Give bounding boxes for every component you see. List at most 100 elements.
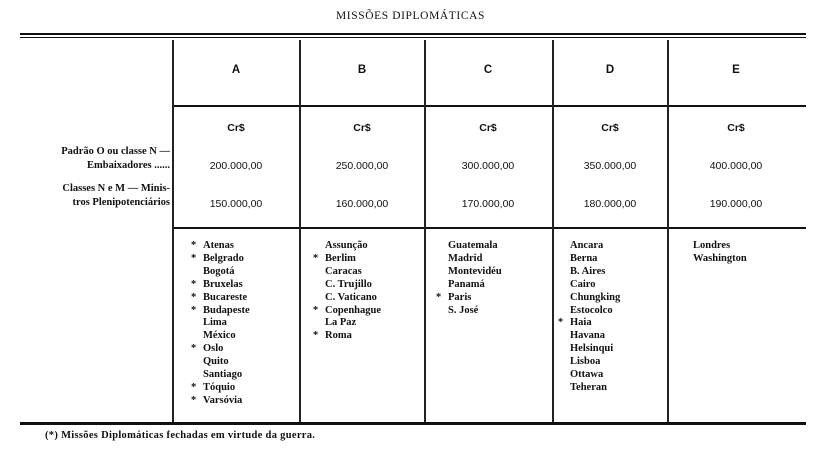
post-name: Haia [570, 317, 592, 329]
row-label-line: tros Plenipotenciários [72, 196, 170, 208]
closed-marker: * [191, 240, 197, 251]
top-double-rule-2 [20, 36, 806, 38]
document-title: MISSÕES DIPLOMÁTICAS [335, 10, 486, 22]
column-line [424, 40, 426, 422]
closed-marker: * [191, 381, 197, 393]
post-name: Caracas [325, 265, 362, 277]
post-list-item: Assunção [325, 240, 381, 253]
post-list-item: * Tóquio [191, 381, 250, 395]
post-name: Varsóvia [203, 394, 243, 406]
closed-marker: * [191, 304, 197, 316]
row-label-ministros: Classes N e M — Minis- tros Plenipotenci… [0, 182, 170, 209]
currency-label: Cr$ [227, 122, 245, 134]
post-name: Atenas [203, 240, 234, 251]
post-name: Assunção [325, 240, 368, 251]
row-label-embaixadores: Padrão O ou classe N — Embaixadores ....… [0, 145, 170, 172]
column-header-letter: B [357, 64, 367, 76]
post-name: Guatemala [448, 240, 498, 251]
column-line [667, 40, 669, 422]
embaixadores-salary: 350.000,00 [583, 160, 637, 172]
post-list-item: * Oslo [191, 343, 250, 356]
post-list-item: Lisboa [570, 356, 620, 369]
post-list-item: * Paris [436, 292, 502, 305]
post-name: México [203, 330, 236, 342]
post-name: Berna [570, 252, 598, 264]
column-line [172, 40, 174, 422]
post-list-item: * Berlim [313, 253, 381, 266]
post-name: Bogotá [203, 265, 235, 277]
post-list-item: B. Aires [570, 266, 620, 279]
currency-label: Cr$ [727, 122, 745, 134]
post-list-item: * Atenas [191, 240, 250, 253]
post-name: Lisboa [570, 356, 601, 368]
post-list-item: * Roma [313, 330, 381, 343]
post-list-item: Ottawa [570, 369, 620, 382]
post-name: Chungking [570, 291, 621, 303]
post-list-item: Chungking [570, 292, 620, 305]
post-name: Belgrado [203, 252, 244, 264]
post-name: C. Vaticano [325, 291, 377, 303]
currency-label: Cr$ [479, 122, 497, 134]
post-name: Washington [693, 252, 747, 264]
closed-marker: * [313, 304, 319, 316]
closed-marker: * [313, 252, 319, 264]
post-list-item: México [203, 330, 250, 343]
closed-marker: * [436, 291, 442, 303]
post-list-item: Washington [693, 253, 747, 266]
ministros-salary: 190.000,00 [709, 198, 763, 210]
post-list-item: C. Trujillo [325, 279, 381, 292]
post-name: Montevidéu [448, 265, 502, 277]
post-list: Londres Washington [693, 240, 747, 266]
post-name: Santiago [203, 369, 243, 381]
currency-label: Cr$ [353, 122, 371, 134]
currency-label: Cr$ [601, 122, 619, 134]
post-name: C. Trujillo [325, 278, 372, 290]
ministros-salary: 150.000,00 [209, 198, 263, 210]
closed-marker: * [191, 252, 197, 264]
closed-marker: * [191, 343, 197, 355]
post-name: Bruxelas [203, 278, 243, 290]
post-list-item: * Copenhague [313, 304, 382, 318]
post-name: Lima [203, 317, 227, 329]
post-list-item: Santiago [203, 369, 250, 382]
embaixadores-salary: 400.000,00 [709, 160, 763, 172]
embaixadores-salary: 250.000,00 [335, 160, 389, 172]
row-label-line: Classes N e M — Minis- [62, 183, 170, 194]
post-name: Bucareste [203, 291, 248, 303]
post-name: Panamá [448, 278, 485, 290]
column-header-letter: E [732, 64, 740, 76]
post-list-item: Helsinqui [570, 343, 620, 356]
post-list-item: * Bruxelas [191, 278, 250, 292]
column-line [299, 40, 301, 422]
post-list-item: S. José [448, 305, 502, 318]
post-list-item: Panamá [448, 279, 502, 292]
post-list-item: Lima [203, 317, 250, 330]
post-name: Londres [693, 240, 731, 251]
post-list-item: Londres [693, 240, 747, 253]
post-list-item: * Haia [558, 317, 620, 330]
post-name: Budapeste [203, 304, 250, 316]
post-list-item: Havana [570, 330, 620, 343]
post-name: La Paz [325, 317, 357, 329]
ministros-salary: 180.000,00 [583, 198, 637, 210]
post-name: Oslo [203, 343, 224, 355]
post-list-item: La Paz [325, 317, 381, 330]
ministros-salary: 160.000,00 [335, 198, 389, 210]
post-list: Assunção * Berlim Caracas C. Trujillo C. Vati… [313, 240, 382, 343]
post-name: Copenhague [325, 304, 382, 316]
column-header-letter: C [483, 64, 493, 76]
column-line [552, 40, 554, 422]
post-list: * Atenas * Belgrado Bogotá * Bruxelas * Bucarest… [191, 240, 250, 408]
post-list-item: Madrid [448, 253, 502, 266]
post-name: Tóquio [203, 381, 236, 393]
post-name: Ottawa [570, 369, 604, 381]
footnote: (*) Missões Diplomáticas fechadas em vir… [45, 430, 316, 441]
post-list-item: * Bucareste [191, 291, 250, 305]
row-label-line: Embaixadores ...... [87, 159, 170, 171]
closed-marker: * [191, 291, 197, 303]
top-double-rule [20, 33, 806, 35]
post-list-item: * Budapeste [191, 304, 250, 318]
post-list-item: C. Vaticano [325, 292, 381, 305]
ministros-salary: 170.000,00 [461, 198, 515, 210]
post-list-item: Ancara [570, 240, 620, 253]
